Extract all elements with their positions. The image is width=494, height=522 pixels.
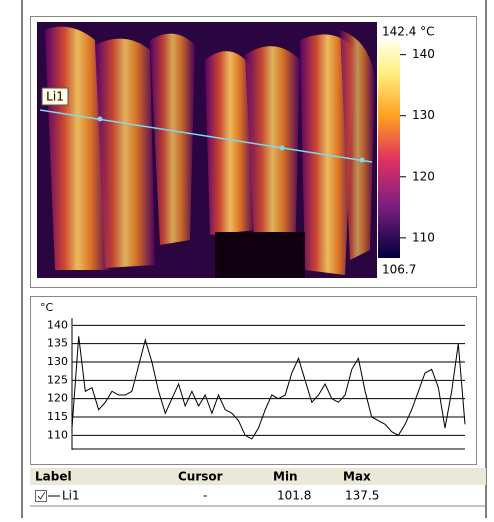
profile-line <box>71 336 466 440</box>
thermal-image <box>37 22 377 278</box>
check-mark <box>37 491 46 500</box>
scale-min-label: 106.7 <box>382 263 416 277</box>
scale-tick-label: 130 <box>412 108 435 122</box>
chart-panel <box>30 296 477 465</box>
y-axis-label: °C <box>40 301 54 314</box>
scale-tick-label: 140 <box>412 47 435 61</box>
table-header: Min <box>273 470 298 484</box>
y-tick-label: 115 <box>47 410 68 423</box>
y-tick-label: 120 <box>47 392 68 405</box>
table-cell: 101.8 <box>277 489 311 503</box>
table-header-bar <box>30 468 486 485</box>
table-header: Max <box>343 470 371 484</box>
row-checkbox[interactable] <box>35 490 47 502</box>
table-header: Label <box>35 470 72 484</box>
table-cell: Li1 <box>62 489 80 503</box>
table-cell: 137.5 <box>345 489 379 503</box>
table-cell: - <box>203 489 207 503</box>
table-header: Cursor <box>178 470 223 484</box>
y-tick-label: 140 <box>47 318 68 331</box>
color-scale <box>378 40 400 258</box>
scale-max-label: 142.4 °C <box>382 25 435 39</box>
y-tick-label: 130 <box>47 355 68 368</box>
y-tick-label: 125 <box>47 373 68 386</box>
y-tick-label: 135 <box>47 337 68 350</box>
y-tick-label: 110 <box>47 428 68 441</box>
scale-tick-label: 120 <box>412 169 435 183</box>
image-panel <box>30 16 477 288</box>
scale-tick-label: 110 <box>412 230 435 244</box>
line-label: Li1 <box>46 90 64 104</box>
